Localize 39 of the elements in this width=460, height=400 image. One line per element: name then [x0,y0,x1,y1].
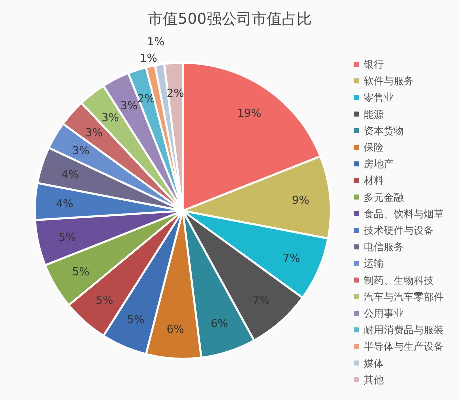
legend-label: 多元金融 [364,192,404,204]
legend-label: 公用事业 [364,308,404,320]
legend-label: 其他 [364,374,384,386]
legend-label: 运输 [364,258,384,270]
legend-label: 材料 [363,175,384,188]
data-label: 1% [140,52,158,65]
legend-label: 技术硬件与设备 [363,225,434,237]
data-label: 3% [72,144,90,158]
data-label: 6% [210,318,228,331]
legend-label: 媒体 [364,358,384,370]
chart-title: 市值500强公司市值占比 [148,10,312,28]
data-label: 7% [282,252,300,266]
data-label: 5% [72,265,90,278]
legend-label: 汽车与汽车零部件 [364,291,444,304]
legend-label: 资本货物 [364,125,404,138]
data-label: 5% [58,230,76,244]
data-label: 9% [292,194,310,207]
legend-label: 耐用消费品与服装 [364,324,444,337]
data-label: 19% [237,107,262,120]
legend-label: 保险 [364,142,384,154]
legend-label: 房地产 [364,158,394,171]
data-label: 4% [56,198,74,211]
legend-label: 软件与服务 [364,76,414,88]
legend-label: 制药、生物科技 [364,274,434,287]
legend-label: 电信服务 [364,242,404,254]
data-label: 3% [85,126,103,140]
legend-label: 零售业 [364,92,394,104]
data-label: 6% [166,323,184,336]
legend-label: 食品、饮料与烟草 [364,208,444,220]
legend-label: 半导体与生产设备 [364,341,444,354]
legend-label: 银行 [363,60,384,71]
data-label: 2% [166,86,184,100]
data-label: 3% [120,100,138,113]
data-label: 3% [102,111,120,124]
legend-label: 能源 [364,108,384,121]
data-label: 4% [62,168,80,182]
data-label: 1% [147,35,165,48]
data-label: 5% [127,314,145,327]
data-label: 5% [96,294,114,307]
